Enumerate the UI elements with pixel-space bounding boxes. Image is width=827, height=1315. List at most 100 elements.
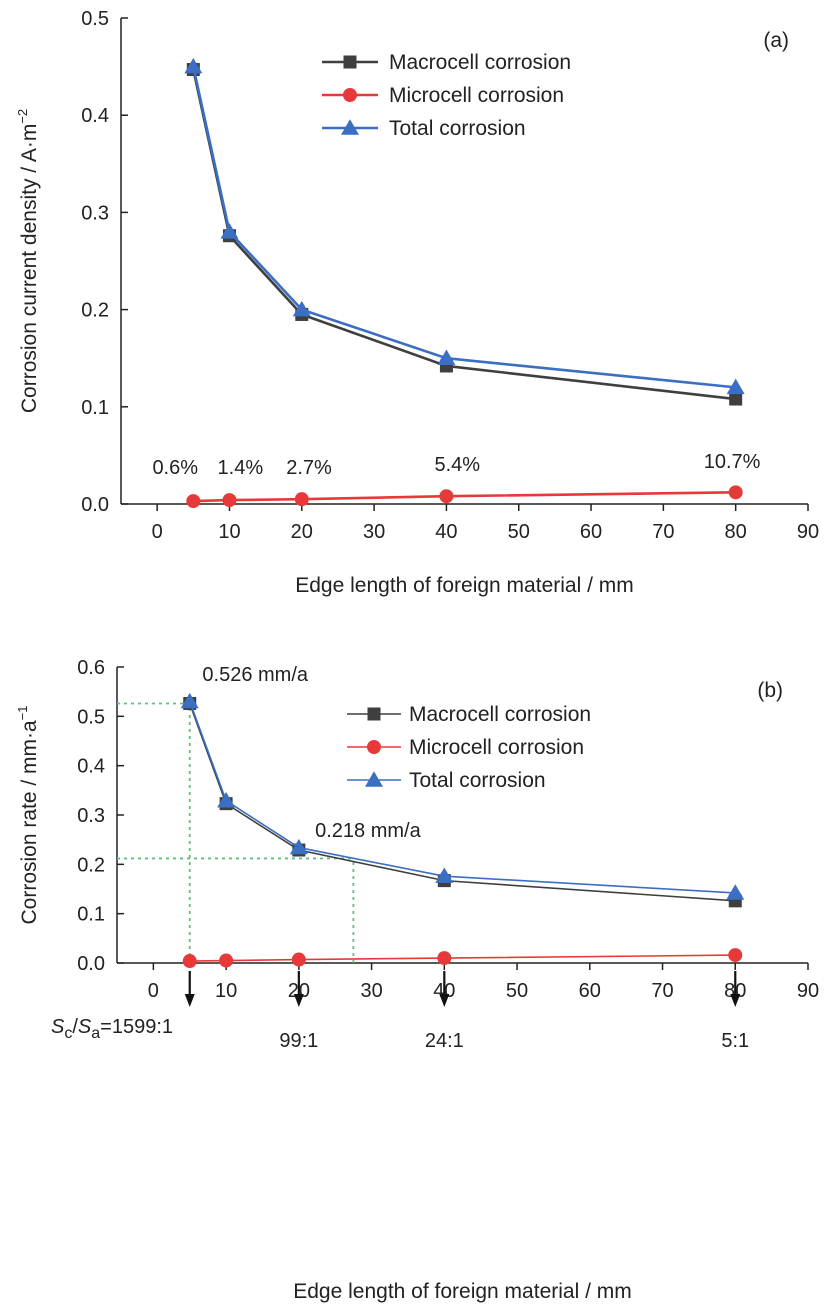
area-ratio-label: Sc/Sa=1599:1	[51, 1016, 173, 1042]
x-axis-title: Edge length of foreign material / mm	[293, 1280, 632, 1303]
series-macrocell-corrosion	[186, 63, 743, 406]
marker-circle	[343, 88, 357, 102]
legend-label: Macrocell corrosion	[409, 703, 591, 726]
marker-triangle	[726, 378, 745, 395]
area-ratio-arrowhead	[439, 994, 450, 1007]
x-tick-label: 60	[579, 980, 601, 1002]
x-tick-label: 30	[363, 521, 385, 543]
x-tick-label: 90	[797, 521, 819, 543]
area-ratio-arrowhead	[184, 994, 195, 1007]
x-tick-label: 90	[797, 980, 819, 1002]
x-tick-label: 0	[152, 521, 163, 543]
data-annotation: 5.4%	[434, 454, 480, 476]
marker-circle	[186, 494, 201, 509]
series-microcell-corrosion	[186, 485, 743, 509]
y-tick-label: 0.6	[77, 657, 105, 679]
x-tick-label: 80	[725, 521, 747, 543]
series-line	[192, 66, 736, 389]
series-line	[193, 491, 736, 503]
marker-triangle	[437, 349, 456, 365]
area-ratio-symbol: S	[51, 1016, 65, 1038]
x-tick-label: 50	[506, 980, 528, 1002]
marker-square	[367, 707, 381, 721]
data-annotation: 0.6%	[152, 457, 198, 479]
marker-circle	[439, 489, 454, 504]
marker-triangle	[220, 223, 239, 239]
y-tick-label: 0.4	[81, 105, 109, 127]
panel-b: 0.00.10.20.30.40.50.60 10 20 30 40 50 60 70 80 90…	[15, 657, 819, 1303]
legend-label: Macrocell corrosion	[389, 51, 571, 74]
marker-triangle	[726, 884, 745, 900]
y-axis-title-superscript: −1	[15, 705, 30, 720]
data-annotation: 2.7%	[286, 457, 332, 479]
x-tick-label: 20	[291, 521, 313, 543]
marker-circle	[437, 951, 452, 966]
marker-circle	[367, 740, 381, 754]
y-axis-title-text: Corrosion rate / mm·a	[18, 720, 41, 925]
x-tick-label: 30	[360, 980, 382, 1002]
marker-circle	[728, 948, 743, 963]
panel-a: 0.0 0.1 0.2 0.3 0.4 0.5 0 10 20 30 40 50 60 70 80 90 Edg…	[15, 8, 819, 597]
marker-circle	[291, 952, 306, 967]
area-ratio-label: 5:1	[721, 1030, 749, 1052]
y-axis-title: Corrosion rate / mm·a−1	[15, 705, 41, 924]
x-axis-title: Edge length of foreign material / mm	[295, 574, 634, 597]
series-macrocell-corrosion	[183, 697, 742, 908]
y-tick-label: 0.4	[77, 756, 105, 778]
legend: Macrocell corrosion Microcell corrosion To…	[347, 703, 591, 792]
x-tick-label: 70	[651, 980, 673, 1002]
x-tick-label: 60	[580, 521, 602, 543]
data-annotation: 0.526 mm/a	[202, 664, 308, 686]
series-total-corrosion	[180, 692, 745, 900]
legend-label: Total corrosion	[409, 769, 546, 792]
area-ratio-value: =1599:1	[100, 1016, 173, 1038]
series-total-corrosion	[184, 57, 745, 395]
marker-triangle	[365, 771, 383, 787]
y-tick-label: 0.1	[81, 397, 109, 419]
marker-triangle	[341, 119, 359, 135]
x-tick-label: 10	[215, 980, 237, 1002]
data-annotation: 0.218 mm/a	[315, 820, 421, 842]
legend-label: Microcell corrosion	[409, 736, 584, 759]
marker-triangle	[180, 692, 199, 709]
area-ratio-subscript: c	[64, 1025, 72, 1042]
marker-triangle	[217, 791, 236, 808]
y-axis-title-text: Corrosion current density / A·m	[18, 124, 41, 413]
y-tick-label: 0.5	[77, 706, 105, 728]
x-tick-label: 0	[148, 980, 159, 1002]
marker-square	[343, 55, 357, 69]
y-tick-label: 0.3	[77, 805, 105, 827]
marker-circle	[294, 492, 309, 507]
y-tick-label: 0.0	[77, 953, 105, 975]
y-tick-label: 0.0	[81, 494, 109, 516]
area-ratio-subscript: a	[91, 1025, 100, 1042]
y-tick-label: 0.2	[77, 854, 105, 876]
series-line	[188, 701, 736, 894]
data-annotation: 10.7%	[704, 451, 761, 473]
area-ratio-arrowhead	[293, 994, 304, 1007]
panel-label: (a)	[763, 29, 789, 52]
x-tick-label: 40	[435, 521, 457, 543]
marker-triangle	[184, 57, 203, 74]
x-tick-label: 10	[218, 521, 240, 543]
area-ratio-slash: /	[72, 1016, 78, 1038]
area-ratio-label: 24:1	[425, 1030, 464, 1052]
x-tick-label: 70	[652, 521, 674, 543]
legend-label: Microcell corrosion	[389, 84, 564, 107]
y-tick-label: 0.2	[81, 300, 109, 322]
panel-label: (b)	[757, 679, 783, 702]
marker-circle	[222, 493, 237, 508]
marker-triangle	[435, 867, 454, 883]
series-line	[188, 703, 736, 902]
marker-triangle	[292, 300, 311, 317]
data-annotation: 1.4%	[218, 457, 264, 479]
marker-circle	[728, 485, 743, 500]
x-tick-label: 50	[508, 521, 530, 543]
marker-circle	[219, 953, 234, 968]
series-line	[189, 954, 736, 962]
y-axis-title: Corrosion current density / A·m−2	[15, 109, 41, 413]
y-axis-title-superscript: −2	[15, 109, 30, 124]
legend-label: Total corrosion	[389, 117, 526, 140]
y-tick-label: 0.1	[77, 904, 105, 926]
